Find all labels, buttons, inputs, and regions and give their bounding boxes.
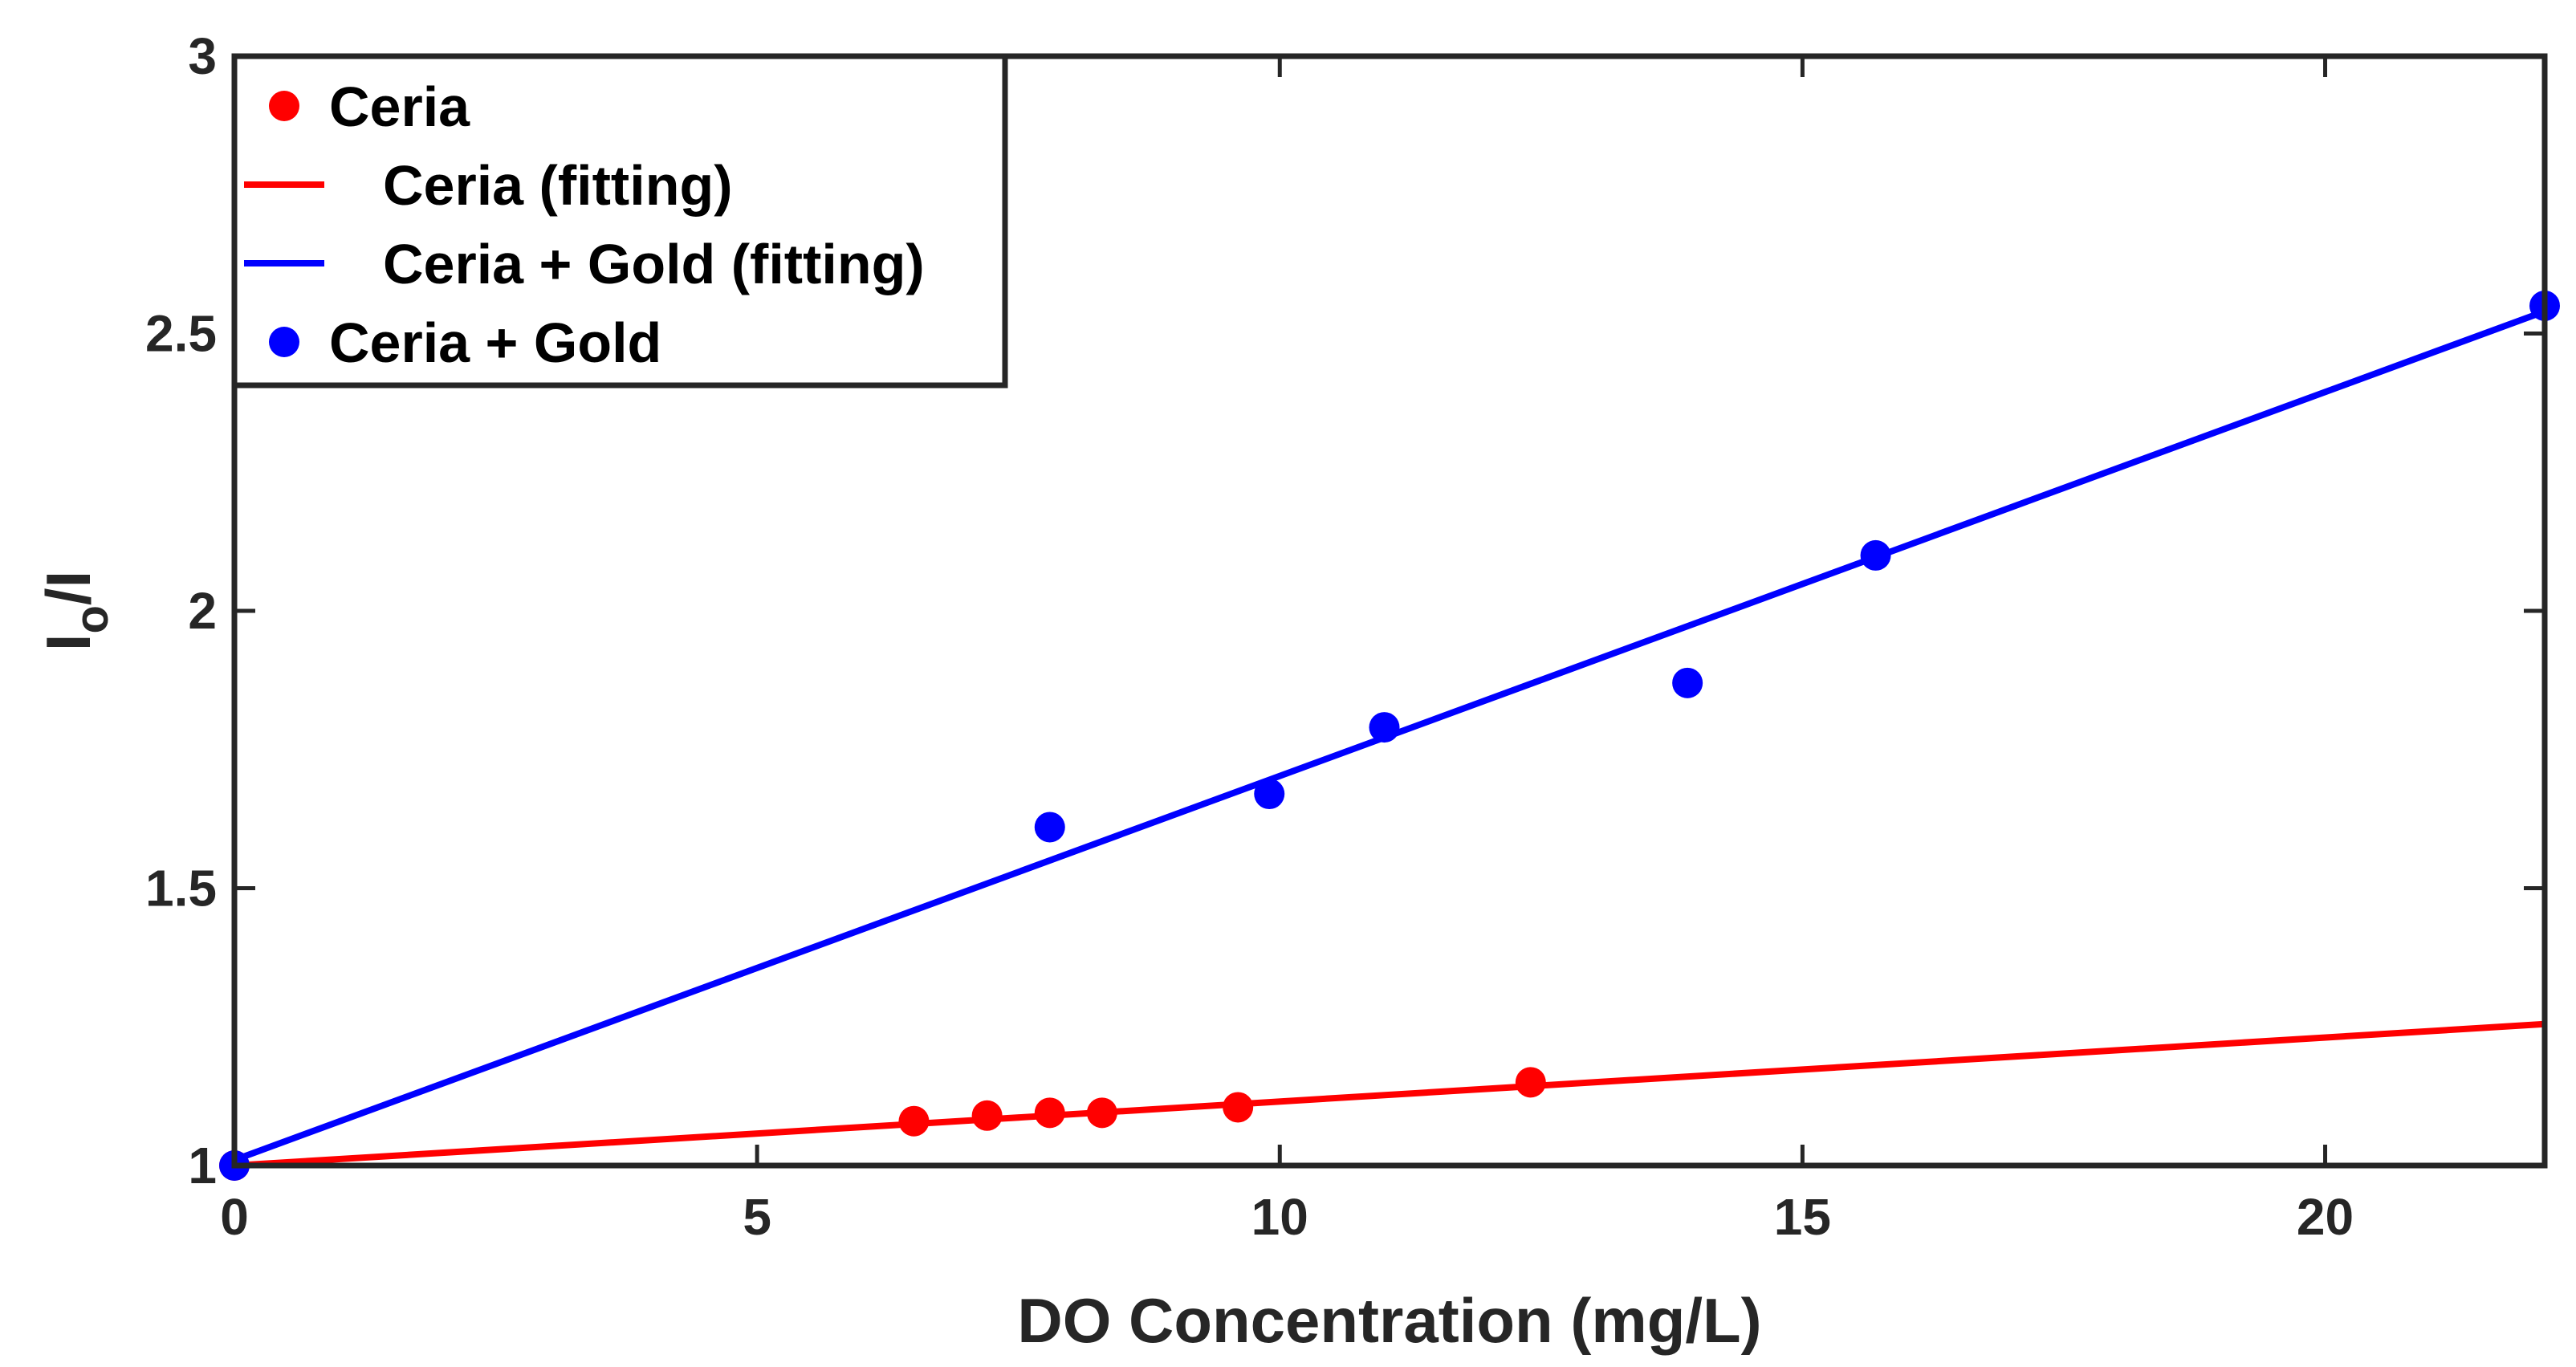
fit-line [234,1020,2545,1169]
data-point [971,1100,1003,1131]
data-point [1034,812,1065,843]
y-tick-label: 1 [188,1137,217,1194]
legend-marker [269,327,299,357]
x-tick-label: 20 [2297,1188,2354,1246]
y-tick-label: 3 [188,27,217,85]
data-point [1254,779,1285,810]
legend-label: Ceria [329,75,470,138]
legend-box [231,53,1008,389]
legend-label: Ceria (fitting) [383,154,733,217]
data-point [1086,1097,1117,1129]
x-tick-label: 15 [1774,1188,1831,1246]
y-axis-label-main: I [33,634,104,652]
y-tick-label: 2 [188,582,217,640]
y-tick-label: 1.5 [145,860,217,917]
legend-label: Ceria + Gold [329,311,661,374]
legend: Ceria Ceria (fitting) Ceria + Gold (fittin… [231,53,1008,389]
legend-marker [269,91,299,121]
series-layer [219,290,2560,1181]
data-point [1672,667,1703,698]
x-tick-label: 5 [743,1188,771,1246]
y-axis-label-rest: /I [33,571,104,605]
data-point [1515,1067,1546,1098]
x-tick-label: 10 [1251,1188,1308,1246]
x-tick-label: 0 [220,1188,249,1246]
ticks-layer: 0 5 10 15 20 1 1.5 2 2.5 3 [145,27,2545,1246]
y-axis-label: Io/I [33,571,118,651]
data-point [1034,1097,1065,1129]
data-point [1860,539,1891,571]
legend-label: Ceria + Gold (fitting) [383,233,925,295]
data-point [1369,712,1400,743]
data-point [1223,1092,1254,1123]
data-point [898,1105,930,1137]
y-tick-label: 2.5 [145,305,217,363]
y-axis-label-sub: o [66,605,118,633]
x-axis-label: DO Concentration (mg/L) [1017,1285,1761,1356]
